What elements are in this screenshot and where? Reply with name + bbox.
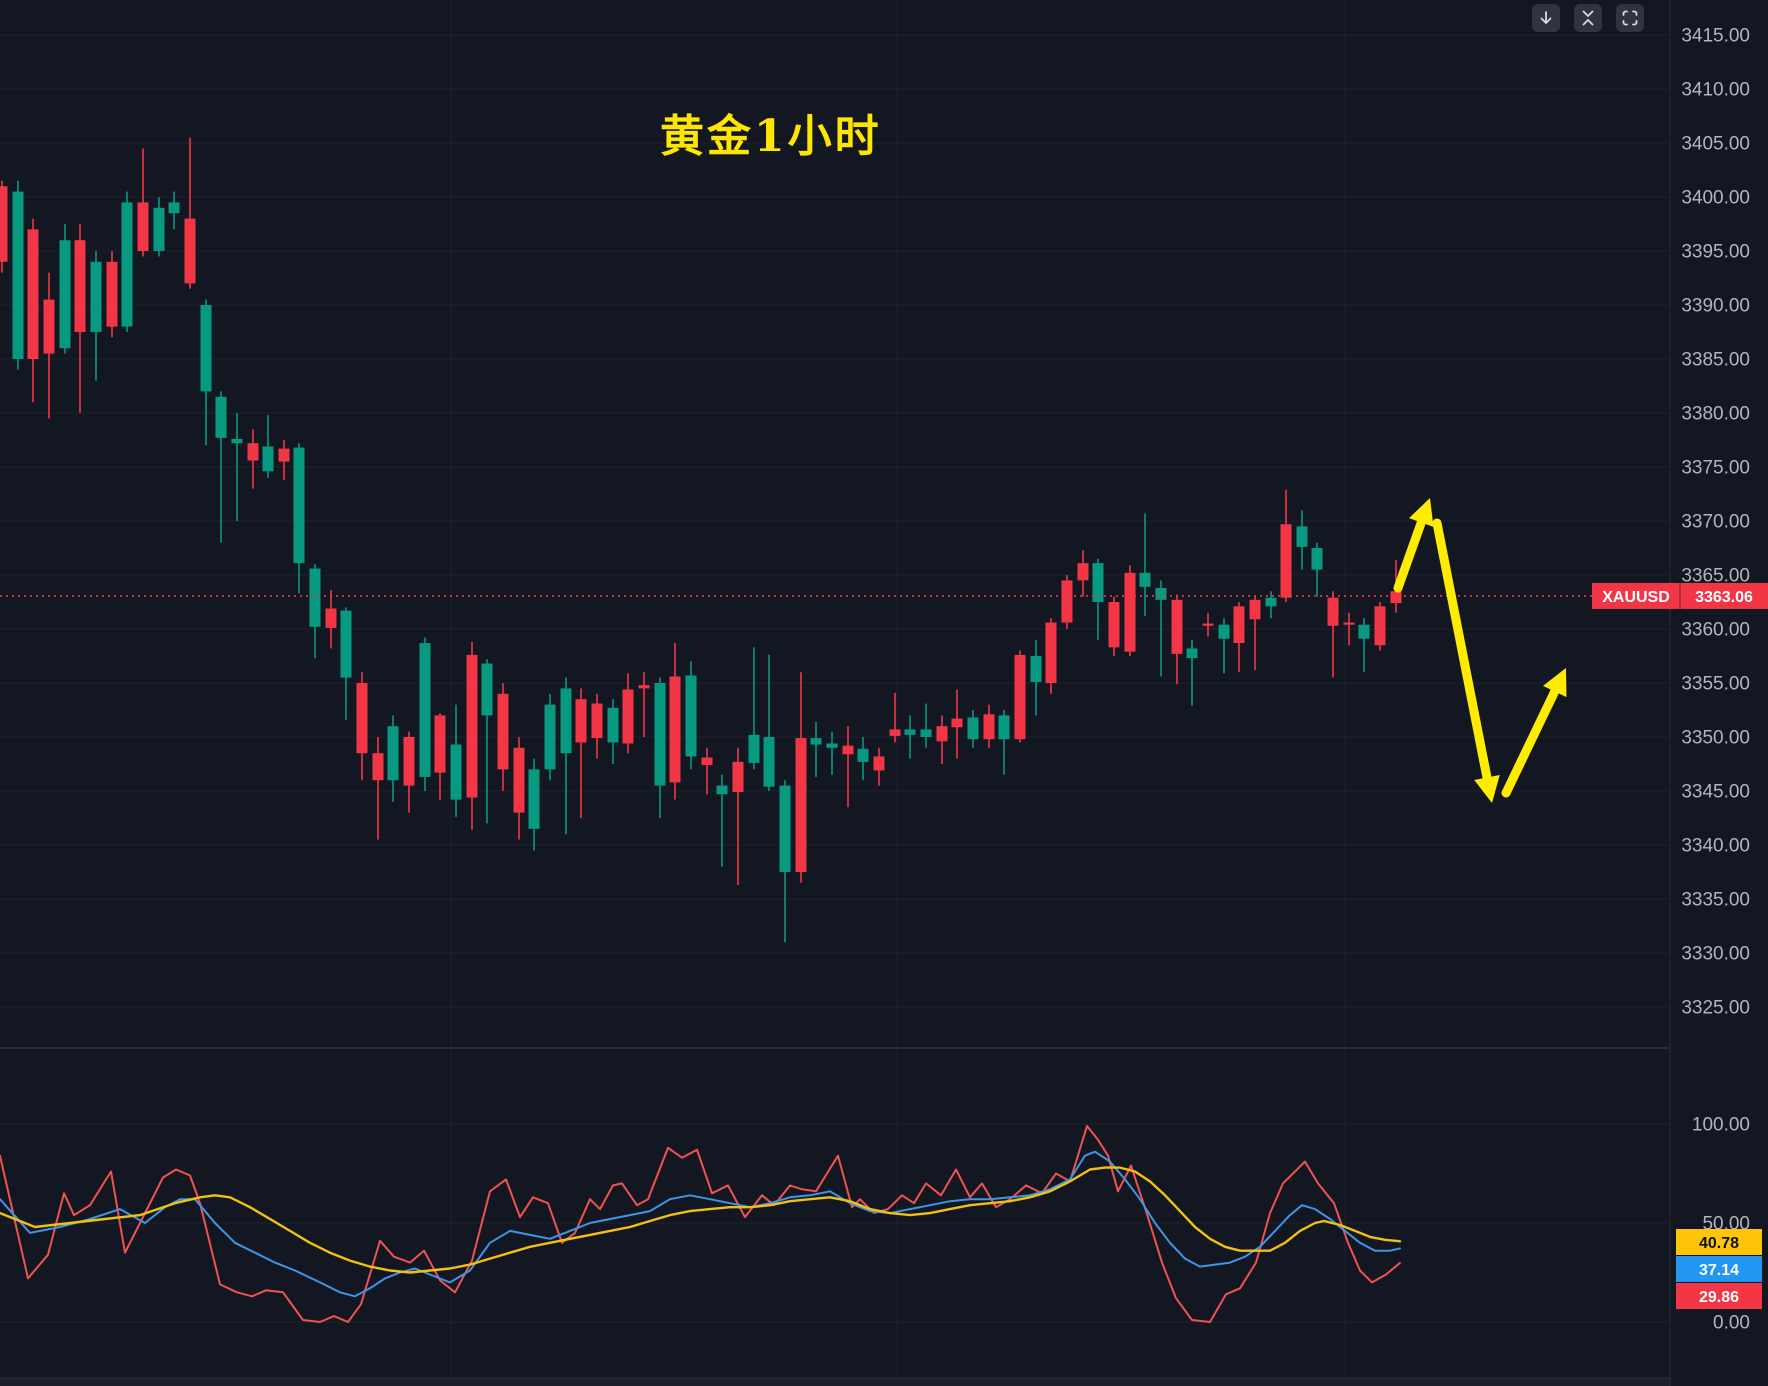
price-tick-label: 3370.00 xyxy=(1681,512,1750,533)
price-tick-label: 3335.00 xyxy=(1681,890,1750,911)
restore-pane-button[interactable] xyxy=(1574,4,1602,32)
price-tick-label: 3355.00 xyxy=(1681,674,1750,695)
price-tick-label: 3385.00 xyxy=(1681,350,1750,371)
price-axis[interactable]: 3415.00 3410.00 3405.00 3400.00 3395.00 3390.… xyxy=(1669,0,1768,1386)
fullscreen-icon xyxy=(1622,10,1638,26)
price-tick-label: 3325.00 xyxy=(1681,998,1750,1019)
price-tick-label: 3350.00 xyxy=(1681,728,1750,749)
price-tick-label: 3390.00 xyxy=(1681,296,1750,317)
oscillator-badge-value: 37.14 xyxy=(1699,1262,1739,1279)
price-tick-label: 3410.00 xyxy=(1681,80,1750,101)
price-tick-label: 3415.00 xyxy=(1681,26,1750,47)
current-price-label: XAUUSD 3363.06 xyxy=(1592,582,1768,609)
price-tick-label: 3330.00 xyxy=(1681,944,1750,965)
oscillator-tick-label: 0.00 xyxy=(1713,1313,1750,1334)
oscillator-badge-value: 29.86 xyxy=(1699,1289,1739,1306)
symbol-name: XAUUSD xyxy=(1602,589,1670,606)
price-tick-label: 3380.00 xyxy=(1681,404,1750,425)
price-tick-label: 3345.00 xyxy=(1681,782,1750,803)
oscillator-line-fast xyxy=(0,1125,1401,1323)
scroll-to-recent-button[interactable] xyxy=(1532,4,1560,32)
candlestick-series xyxy=(0,137,1402,943)
price-tick-label: 3365.00 xyxy=(1681,566,1750,587)
oscillator-line-mid xyxy=(0,1150,1401,1298)
restore-pane-icon xyxy=(1582,10,1594,26)
oscillator-tick-label: 100.00 xyxy=(1692,1115,1750,1136)
price-tick-label: 3405.00 xyxy=(1681,134,1750,155)
chart-title: 黄金1小时 xyxy=(660,111,882,162)
oscillator-badge-value: 40.78 xyxy=(1699,1235,1739,1252)
price-tick-label: 3340.00 xyxy=(1681,836,1750,857)
price-tick-label: 3400.00 xyxy=(1681,188,1750,209)
price-tick-label: 3360.00 xyxy=(1681,620,1750,641)
forecast-arrows xyxy=(1393,498,1567,803)
fullscreen-button[interactable] xyxy=(1616,4,1644,32)
oscillator-line-slow xyxy=(0,1166,1402,1274)
price-tick-label: 3375.00 xyxy=(1681,458,1750,479)
gridlines xyxy=(0,0,1670,1378)
oscillator-value-badges: 40.78 37.14 29.86 xyxy=(1676,1229,1762,1309)
price-tick-label: 3395.00 xyxy=(1681,242,1750,263)
pane-toolbar xyxy=(1532,4,1644,32)
current-price-value: 3363.06 xyxy=(1695,589,1753,606)
oscillator-lines xyxy=(0,1125,1402,1323)
scroll-down-icon xyxy=(1540,11,1552,24)
time-axis-strip[interactable] xyxy=(0,1378,1768,1386)
